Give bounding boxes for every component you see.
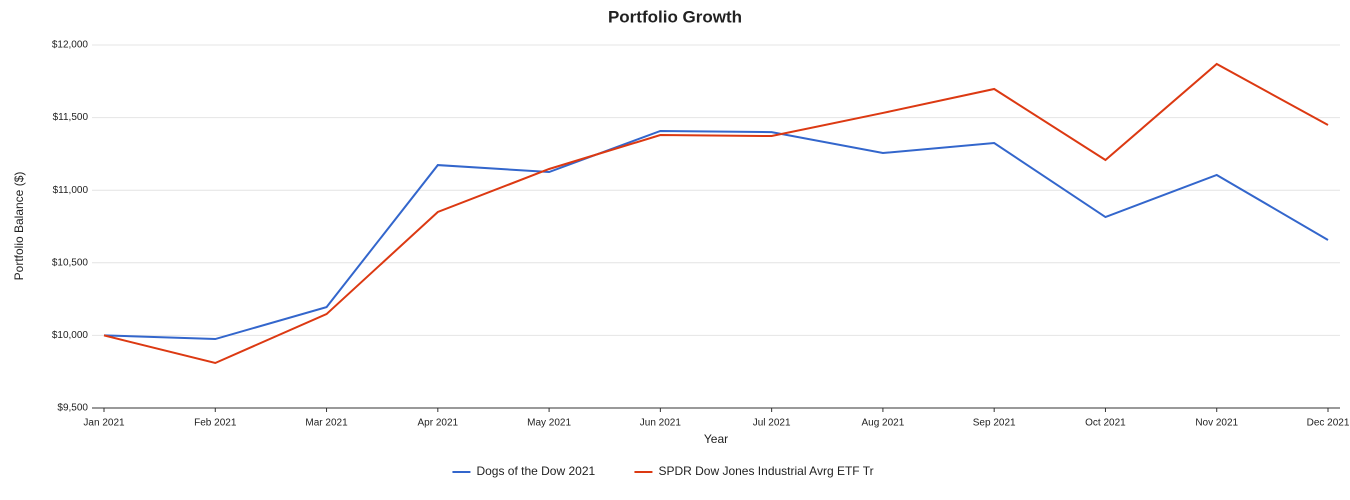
y-tick-label: $11,000 [53,185,89,196]
chart-title: Portfolio Growth [608,7,742,26]
series-line [103,62,1329,365]
x-tick-label: Oct 2021 [1085,418,1126,429]
x-axis-label: Year [704,432,728,446]
y-tick-label: $10,000 [52,330,89,341]
y-tick-label: $10,500 [52,257,89,268]
x-tick-label: Dec 2021 [1307,418,1350,429]
x-tick-label: May 2021 [527,418,571,429]
y-tick-label: $9,500 [57,403,88,414]
x-tick-label: Sep 2021 [973,418,1016,429]
x-tick-label: Feb 2021 [194,418,237,429]
x-tick-label: Jun 2021 [640,418,682,429]
y-tick-label: $12,000 [52,40,89,51]
x-tick-label: Aug 2021 [861,418,904,429]
x-tick-label: Mar 2021 [305,418,348,429]
legend-label: Dogs of the Dow 2021 [476,464,595,478]
y-tick-label: $11,500 [53,112,89,123]
x-tick-label: Nov 2021 [1195,418,1238,429]
series-line [103,129,1329,341]
y-axis-label: Portfolio Balance ($) [12,172,26,281]
legend-label: SPDR Dow Jones Industrial Avrg ETF Tr [658,464,873,478]
x-tick-label: Jul 2021 [753,418,791,429]
x-tick-label: Jan 2021 [83,418,125,429]
x-tick-label: Apr 2021 [418,418,459,429]
